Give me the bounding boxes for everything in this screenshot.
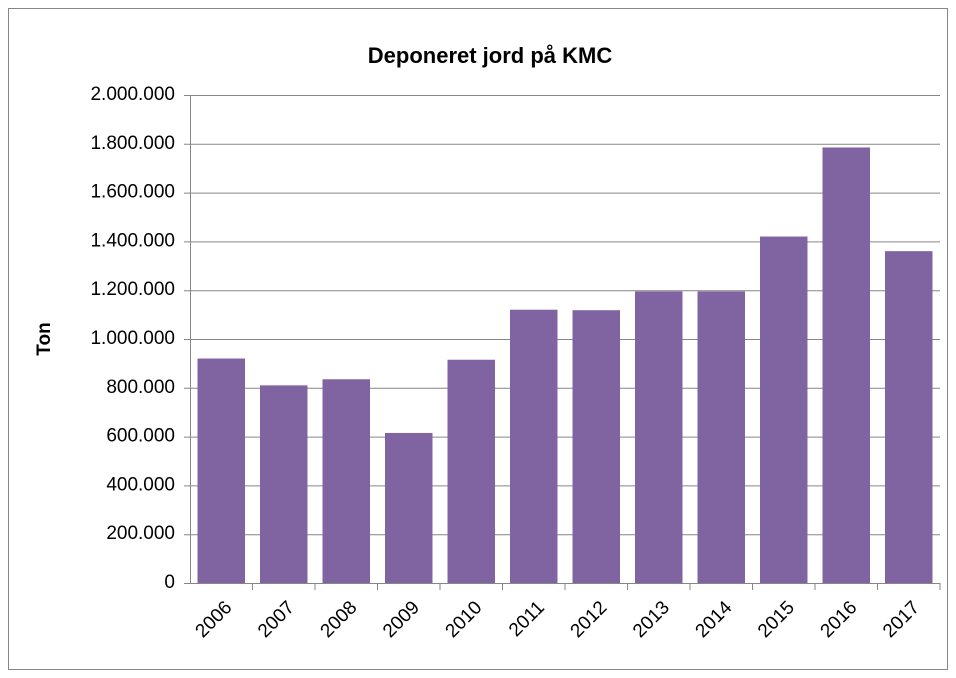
bar [385,432,433,583]
y-tick-label: 0 [164,572,175,593]
y-tick-label: 600.000 [106,426,175,447]
bar [697,291,745,583]
y-tick-label: 1.000.000 [90,328,175,349]
chart-title: Deponeret jord på KMC [368,43,613,68]
bar [447,359,495,583]
bar [822,147,870,583]
y-tick-label: 1.200.000 [90,279,175,300]
y-tick-label: 800.000 [106,377,175,398]
y-axis-label: Ton [34,322,55,355]
bar [760,236,808,583]
y-tick-label: 200.000 [106,523,175,544]
bar [322,379,370,583]
y-tick-label: 2.000.000 [90,84,175,105]
y-tick-label: 1.600.000 [90,182,175,203]
y-tick-label: 400.000 [106,474,175,495]
bar [197,358,245,583]
bar [572,310,620,583]
bar [260,385,308,583]
bar [510,309,558,583]
y-tick-label: 1.800.000 [90,133,175,154]
y-tick-label: 1.400.000 [90,230,175,251]
bar [885,251,933,583]
bar [635,291,683,583]
